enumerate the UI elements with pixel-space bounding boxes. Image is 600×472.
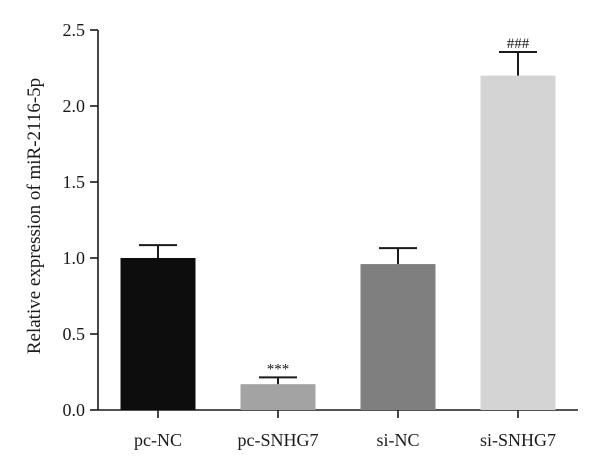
y-axis-title: Relative expression of miR-2116-5p bbox=[24, 78, 45, 354]
bar-si-snhg7 bbox=[480, 75, 556, 410]
y-tick-label: 0.5 bbox=[63, 324, 86, 344]
y-tick-label: 2.5 bbox=[63, 20, 86, 40]
bar-pc-nc bbox=[120, 258, 196, 410]
significance-marker: ### bbox=[507, 36, 530, 52]
x-tick-label: pc-SNHG7 bbox=[238, 430, 319, 450]
y-axis: 0.0 0.5 1.0 1.5 2.0 2.5 bbox=[63, 20, 99, 420]
significance-marker: *** bbox=[267, 361, 290, 377]
bar-si-nc bbox=[360, 264, 436, 410]
y-tick-label: 2.0 bbox=[63, 96, 86, 116]
bars: *** ### bbox=[120, 36, 556, 410]
y-tick-label: 1.5 bbox=[63, 172, 86, 192]
x-tick-label: si-NC bbox=[376, 430, 419, 450]
x-axis: pc-NC pc-SNHG7 si-NC si-SNHG7 bbox=[98, 409, 578, 450]
bar-pc-snhg7 bbox=[240, 384, 316, 410]
x-tick-label: si-SNHG7 bbox=[480, 430, 556, 450]
x-tick-label: pc-NC bbox=[134, 430, 182, 450]
y-tick-label: 1.0 bbox=[63, 248, 86, 268]
y-tick-label: 0.0 bbox=[63, 400, 86, 420]
